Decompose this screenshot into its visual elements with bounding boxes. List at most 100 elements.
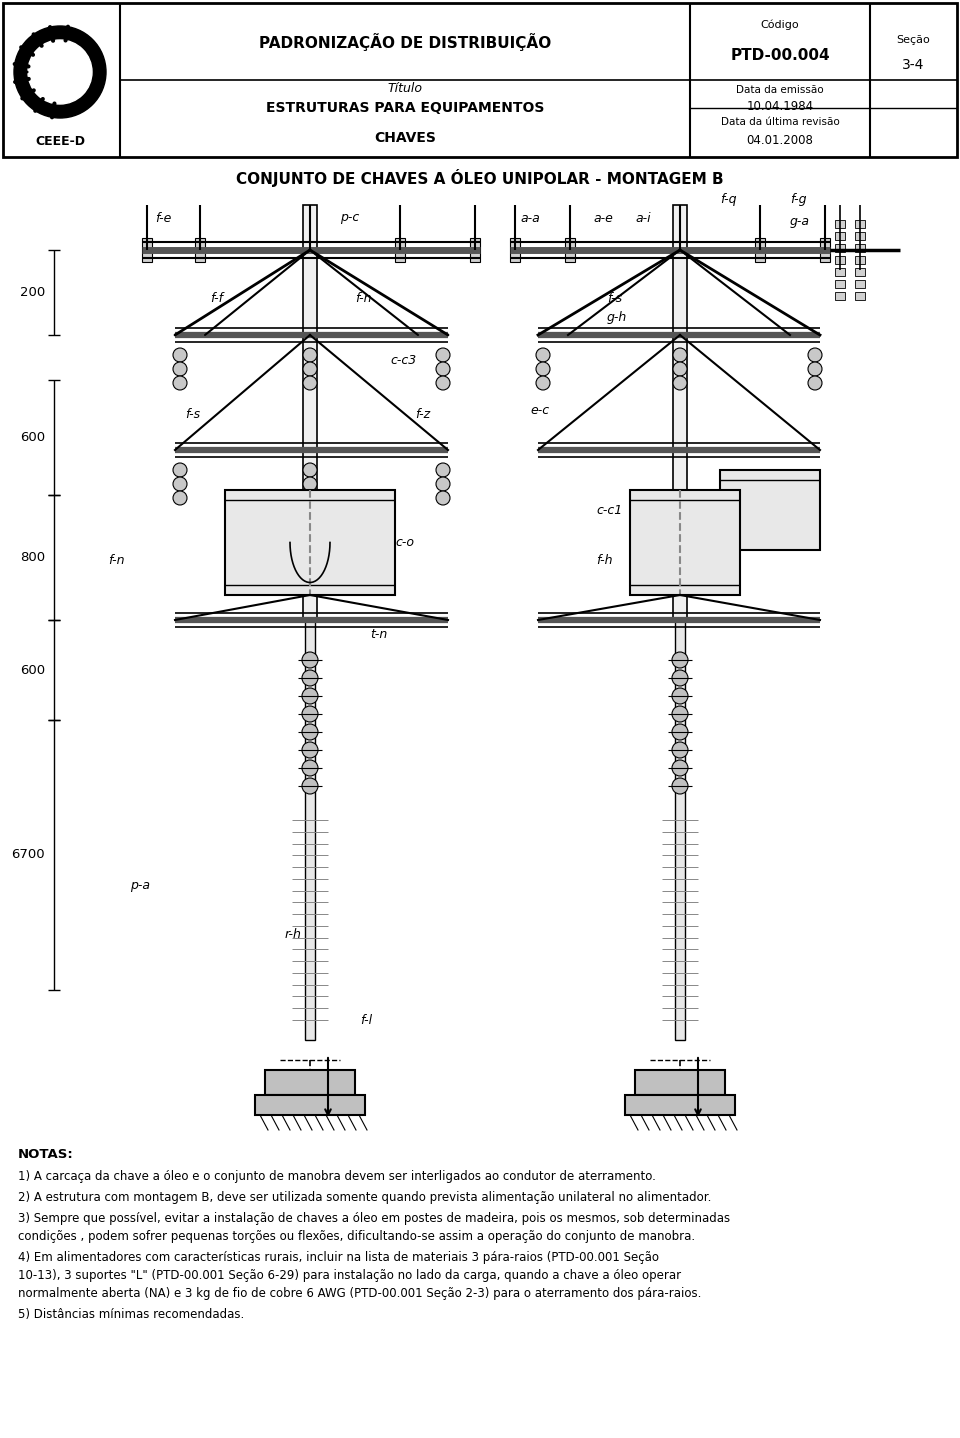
Bar [835, 292, 845, 301]
Circle shape [302, 742, 318, 758]
Circle shape [303, 463, 317, 477]
Circle shape [173, 463, 187, 477]
Bar [255, 1094, 365, 1114]
Circle shape [303, 348, 317, 362]
Text: f-l: f-l [360, 1014, 372, 1027]
Bar [470, 239, 480, 262]
Text: 800: 800 [20, 551, 45, 564]
Circle shape [536, 362, 550, 375]
Text: PTD-00.004: PTD-00.004 [731, 47, 829, 62]
Circle shape [808, 375, 822, 390]
Text: f-q: f-q [720, 194, 736, 207]
Text: 04.01.2008: 04.01.2008 [747, 134, 813, 147]
Text: t-n: t-n [370, 628, 387, 641]
Text: 10-13), 3 suportes "L" (PTD-00.001 Seção 6-29) para instalação no lado da carga,: 10-13), 3 suportes "L" (PTD-00.001 Seção… [18, 1268, 682, 1283]
Circle shape [673, 362, 687, 375]
Bar [625, 1094, 735, 1114]
Text: f-n: f-n [108, 554, 125, 567]
Circle shape [303, 375, 317, 390]
Circle shape [536, 348, 550, 362]
Circle shape [672, 723, 688, 741]
Bar [3, 3, 957, 157]
Circle shape [436, 375, 450, 390]
Bar [820, 239, 830, 262]
Text: 6700: 6700 [12, 848, 45, 861]
Text: 200: 200 [20, 286, 45, 299]
Bar [835, 232, 845, 240]
Text: 3-4: 3-4 [902, 58, 924, 72]
Circle shape [302, 723, 318, 741]
Text: f-e: f-e [155, 211, 172, 224]
Text: 5) Distâncias mínimas recomendadas.: 5) Distâncias mínimas recomendadas. [18, 1309, 244, 1322]
Text: 4) Em alimentadores com características rurais, incluir na lista de materiais 3 : 4) Em alimentadores com características … [18, 1251, 659, 1264]
Bar [395, 239, 405, 262]
Bar [835, 267, 845, 276]
Text: a-e: a-e [593, 211, 612, 224]
Text: CONJUNTO DE CHAVES A ÓLEO UNIPOLAR - MONTAGEM B: CONJUNTO DE CHAVES A ÓLEO UNIPOLAR - MON… [236, 170, 724, 187]
Text: Data da emissão: Data da emissão [736, 85, 824, 95]
Bar [720, 470, 820, 549]
Circle shape [14, 26, 106, 118]
Bar [142, 239, 152, 262]
Bar [835, 244, 845, 252]
Bar [673, 206, 687, 620]
Circle shape [436, 463, 450, 477]
Text: CEEE-D: CEEE-D [35, 135, 85, 148]
Text: r-h: r-h [285, 929, 301, 942]
Circle shape [436, 362, 450, 375]
Circle shape [303, 477, 317, 490]
Bar [855, 220, 865, 229]
Text: 1) A carcaça da chave a óleo e o conjunto de manobra devem ser interligados ao c: 1) A carcaça da chave a óleo e o conjunt… [18, 1171, 656, 1183]
Text: a-a: a-a [520, 211, 540, 224]
Text: f-s: f-s [185, 408, 200, 421]
Circle shape [808, 348, 822, 362]
Text: c-o: c-o [395, 535, 414, 548]
Circle shape [672, 670, 688, 686]
Bar [303, 206, 317, 620]
Circle shape [173, 348, 187, 362]
Circle shape [672, 706, 688, 722]
Text: f-f: f-f [210, 292, 223, 305]
Text: NOTAS:: NOTAS: [18, 1148, 74, 1160]
Circle shape [808, 362, 822, 375]
Text: 10.04.1984: 10.04.1984 [747, 101, 813, 114]
Circle shape [672, 687, 688, 705]
Bar [565, 239, 575, 262]
Bar [195, 239, 205, 262]
Text: 2) A estrutura com montagem B, deve ser utilizada somente quando prevista alimen: 2) A estrutura com montagem B, deve ser … [18, 1191, 711, 1204]
Circle shape [672, 761, 688, 777]
Bar [675, 620, 685, 1040]
Circle shape [173, 477, 187, 490]
Bar [755, 239, 765, 262]
Circle shape [672, 651, 688, 669]
Bar [855, 244, 865, 252]
Text: c-c1: c-c1 [596, 503, 622, 516]
Text: Seção: Seção [897, 35, 930, 45]
Bar [855, 256, 865, 265]
Text: Título: Título [388, 82, 422, 95]
Circle shape [302, 778, 318, 794]
Circle shape [302, 706, 318, 722]
Bar [630, 490, 740, 595]
Text: f-s: f-s [607, 292, 622, 305]
Text: CHAVES: CHAVES [374, 131, 436, 145]
Circle shape [173, 490, 187, 505]
Text: 3) Sempre que possível, evitar a instalação de chaves a óleo em postes de madeir: 3) Sempre que possível, evitar a instala… [18, 1212, 731, 1225]
Circle shape [302, 687, 318, 705]
Text: g-h: g-h [607, 312, 627, 325]
Bar [855, 267, 865, 276]
Bar [855, 280, 865, 288]
Circle shape [303, 362, 317, 375]
Text: p-c: p-c [340, 211, 359, 224]
Text: Código: Código [760, 20, 800, 30]
Text: 600: 600 [20, 431, 45, 444]
Circle shape [303, 490, 317, 505]
Text: condições , podem sofrer pequenas torções ou flexões, dificultando-se assim a op: condições , podem sofrer pequenas torçõe… [18, 1229, 695, 1242]
Bar [225, 490, 395, 595]
Text: c-c3: c-c3 [390, 354, 417, 367]
Circle shape [28, 40, 92, 104]
Circle shape [173, 375, 187, 390]
Circle shape [173, 362, 187, 375]
Text: p-a: p-a [130, 879, 150, 892]
Text: f-n: f-n [355, 292, 372, 305]
